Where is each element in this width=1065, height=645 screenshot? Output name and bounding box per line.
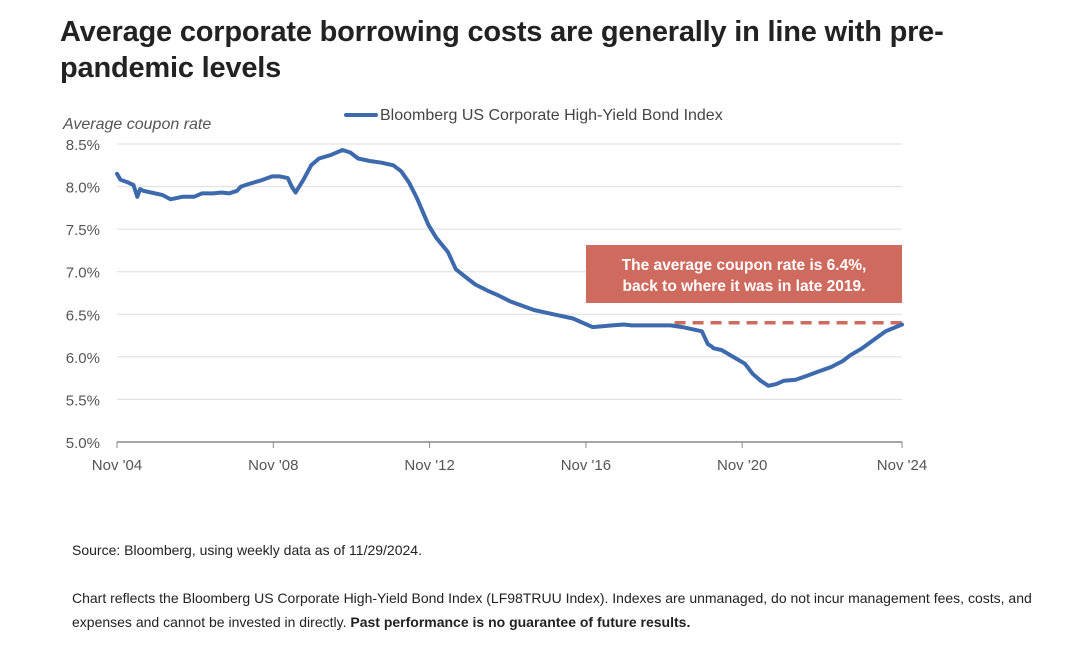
annotation-layer: The average coupon rate is 6.4%, back to … [586,245,902,303]
annotation-text: back to where it was in late 2019. [623,278,866,295]
x-tick-label: Nov '20 [717,457,767,474]
x-tick-label: Nov '12 [404,457,454,474]
disclaimer-note: Chart reflects the Bloomberg US Corporat… [72,586,1032,634]
chart-container: 8.5% 8.0% 7.5% 7.0% 6.5% 6.0% 5.5% 5.0% Nov '04 N… [0,95,1065,495]
legend-label: Bloomberg US Corporate High-Yield Bond I… [380,107,723,124]
line-chart: 8.5% 8.0% 7.5% 7.0% 6.5% 6.0% 5.5% 5.0% Nov '04 N… [62,107,927,474]
y-tick-label: 5.5% [66,392,100,409]
x-tick-label: Nov '24 [877,457,927,474]
y-tick-label: 7.5% [66,222,100,239]
series-line [115,148,904,388]
annotation-box [586,245,902,303]
grid-layer [117,143,902,400]
x-tick-label: Nov '16 [561,457,611,474]
source-note: Source: Bloomberg, using weekly data as … [72,542,422,558]
y-axis-label: Average coupon rate [62,116,211,133]
series-layer [115,148,904,388]
x-tick-label: Nov '04 [92,457,142,474]
y-tick-label: 6.0% [66,350,100,367]
disclaimer-text: Chart reflects the Bloomberg US Corporat… [72,590,1032,630]
disclaimer-bold: Past performance is no guarantee of futu… [350,614,691,630]
y-tick-label: 7.0% [66,265,100,282]
y-tick-label: 8.0% [66,180,100,197]
annotation-text: The average coupon rate is 6.4%, [622,257,867,274]
axis-layer: 8.5% 8.0% 7.5% 7.0% 6.5% 6.0% 5.5% 5.0% Nov '04 N… [66,137,927,474]
x-tick-label: Nov '08 [248,457,298,474]
legend-layer: Bloomberg US Corporate High-Yield Bond I… [344,107,723,124]
y-tick-label: 5.0% [66,435,100,452]
y-tick-label: 6.5% [66,307,100,324]
page-title: Average corporate borrowing costs are ge… [60,16,944,84]
y-tick-label: 8.5% [66,137,100,154]
